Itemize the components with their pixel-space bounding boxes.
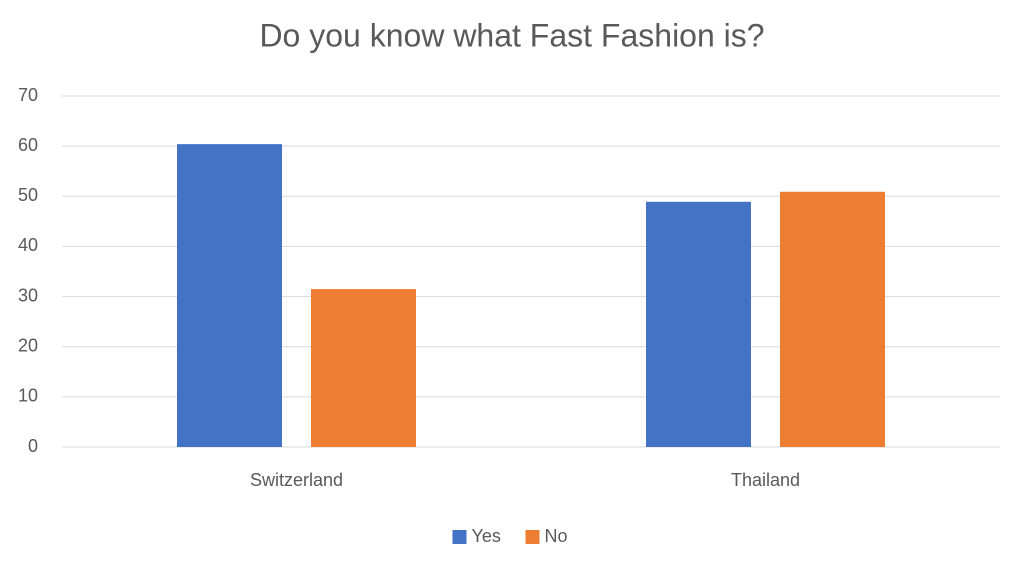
x-tick-label: Switzerland: [250, 470, 343, 490]
legend-swatch: [452, 530, 467, 544]
y-tick-label: 20: [18, 335, 38, 355]
chart-title: Do you know what Fast Fashion is?: [259, 17, 764, 53]
x-tick-label: Thailand: [731, 470, 800, 490]
legend-swatch: [525, 530, 540, 544]
y-tick-label: 30: [18, 285, 38, 305]
bar: [780, 191, 885, 447]
bar: [646, 201, 751, 447]
bar: [311, 289, 416, 447]
y-tick-label: 40: [18, 235, 38, 255]
legend-label: Yes: [472, 526, 501, 546]
legend-label: No: [545, 526, 568, 546]
bar: [177, 144, 282, 447]
y-tick-label: 0: [28, 436, 38, 456]
y-tick-label: 50: [18, 185, 38, 205]
y-tick-label: 10: [18, 386, 38, 406]
y-tick-label: 70: [18, 85, 38, 105]
y-tick-label: 60: [18, 135, 38, 155]
